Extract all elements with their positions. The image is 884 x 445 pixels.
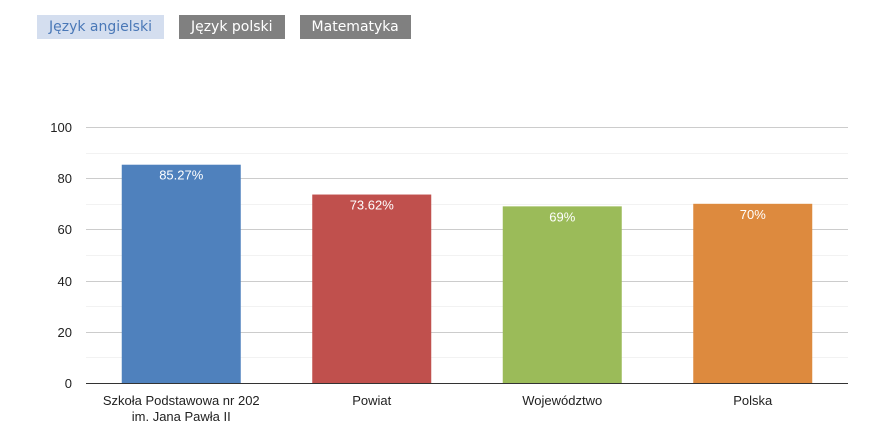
category-label: Powiat	[352, 393, 391, 408]
category-label: Województwo	[522, 393, 602, 408]
data-label: 70%	[740, 207, 766, 222]
tab-jezyk-angielski[interactable]: Język angielski	[37, 15, 164, 39]
data-label: 73.62%	[350, 198, 395, 213]
tab-jezyk-polski[interactable]: Język polski	[178, 15, 285, 39]
y-tick-label: 80	[58, 171, 72, 186]
y-tick-label: 100	[50, 120, 72, 135]
bar	[121, 164, 241, 383]
bar	[693, 203, 813, 383]
y-tick-label: 40	[58, 274, 72, 289]
data-label: 69%	[549, 209, 575, 224]
category-label: Polska	[733, 393, 773, 408]
y-tick-label: 0	[65, 376, 72, 391]
data-label: 85.27%	[159, 168, 204, 183]
category-label: Szkoła Podstawowa nr 202	[103, 393, 260, 408]
category-label: im. Jana Pawła II	[132, 409, 231, 424]
bar	[502, 206, 622, 383]
tab-matematyka[interactable]: Matematyka	[299, 15, 411, 39]
bar	[312, 194, 432, 383]
subject-tabs: Język angielski Język polski Matematyka	[37, 15, 411, 39]
y-tick-label: 60	[58, 222, 72, 237]
y-tick-label: 20	[58, 325, 72, 340]
